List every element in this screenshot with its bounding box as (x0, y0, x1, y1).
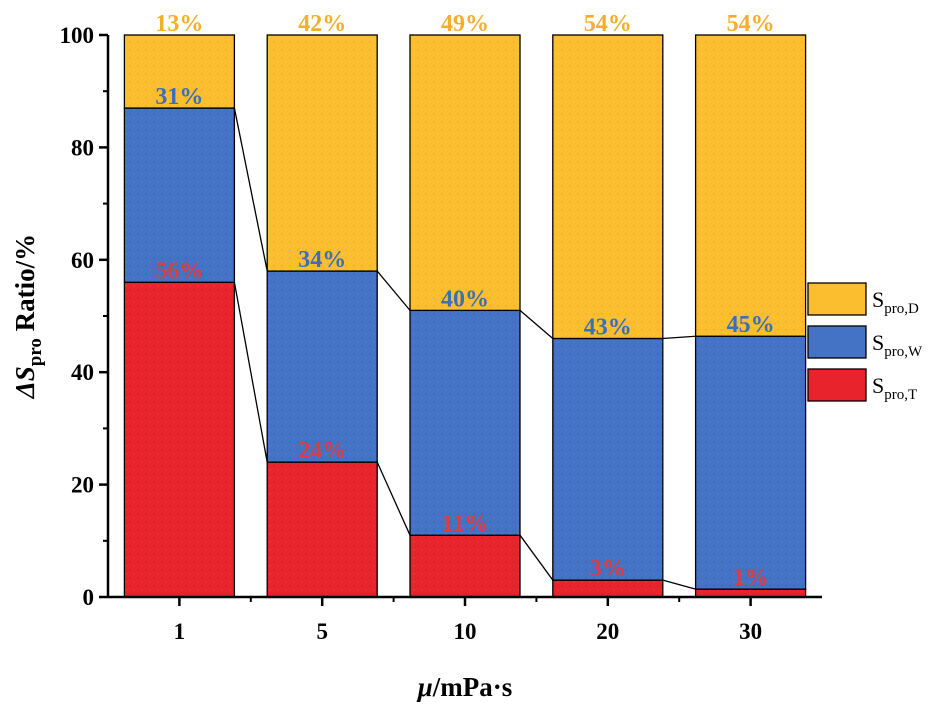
x-tick-label: 10 (454, 619, 477, 644)
bar-texture (552, 35, 663, 339)
data-label-s-pro-w: 40% (441, 286, 489, 312)
x-tick-label: 20 (596, 619, 619, 644)
connector-line (376, 270, 411, 311)
data-label-s-pro-w: 31% (155, 84, 203, 110)
bar-texture (124, 282, 235, 597)
y-tick-label: 40 (71, 360, 94, 385)
connector-line (662, 335, 696, 340)
connector-line (662, 579, 696, 590)
data-label-s-pro-t: 56% (155, 258, 203, 284)
data-labels: 56% 31% 13% 24% 34% 42% 11% 40% 49% 3% 43% 54% 1% 45%… (155, 11, 774, 591)
legend-label: Spro,T (872, 373, 917, 403)
data-label-s-pro-d: 54% (584, 11, 632, 37)
data-label-s-pro-w: 45% (727, 312, 775, 338)
legend-label: Spro,W (872, 330, 923, 360)
bar-texture (695, 589, 806, 597)
data-label-s-pro-d: 49% (441, 11, 489, 37)
legend-swatch (807, 282, 867, 316)
axes: 0 20 40 60 80 100 1 5 10 20 30 (60, 23, 822, 644)
bar-texture (552, 580, 663, 597)
legend-swatch (807, 368, 867, 402)
bar-texture (267, 271, 378, 463)
connector-line (519, 309, 554, 339)
bar-texture (267, 462, 378, 597)
x-tick-label: 30 (739, 619, 762, 644)
connector-line (233, 107, 268, 272)
data-label-s-pro-t: 1% (733, 565, 769, 591)
data-label-s-pro-t: 24% (298, 438, 346, 464)
x-axis-title: μ/mPa·s (416, 672, 513, 702)
y-tick-label: 0 (83, 585, 95, 610)
legend-label: Spro,D (872, 287, 919, 317)
data-label-s-pro-t: 3% (590, 556, 626, 582)
bar-texture (695, 35, 806, 337)
legend: Spro,D Spro,W Spro,T (807, 282, 923, 403)
data-label-s-pro-d: 42% (298, 11, 346, 37)
bar-texture (552, 338, 663, 581)
axis-titles: μ/mPa·s ΔSpro Ratio/% (10, 234, 512, 702)
y-tick-label: 60 (71, 248, 94, 273)
data-label-s-pro-w: 43% (584, 314, 632, 340)
connector-lines (233, 107, 696, 590)
bar-texture (267, 35, 378, 272)
data-label-s-pro-d: 54% (727, 11, 775, 37)
connector-line (233, 282, 268, 463)
x-tick-label: 1 (174, 619, 186, 644)
legend-swatch (807, 325, 867, 359)
y-axis-title: ΔSpro Ratio/% (10, 234, 46, 399)
data-label-s-pro-w: 34% (298, 247, 346, 273)
bar-texture (695, 336, 806, 590)
y-tick-label: 100 (60, 23, 95, 48)
bar-texture (410, 310, 520, 536)
bars-layer (123, 34, 807, 598)
connector-line (519, 534, 554, 581)
bar-texture (124, 108, 235, 283)
connector-line (376, 461, 411, 536)
y-tick-label: 80 (71, 135, 94, 160)
data-label-s-pro-d: 13% (155, 11, 203, 37)
bar-texture (124, 35, 235, 109)
bar-texture (410, 35, 520, 311)
y-tick-label: 20 (71, 473, 94, 498)
bar-texture (410, 535, 520, 597)
data-label-s-pro-t: 11% (442, 511, 489, 537)
x-tick-label: 5 (316, 619, 328, 644)
